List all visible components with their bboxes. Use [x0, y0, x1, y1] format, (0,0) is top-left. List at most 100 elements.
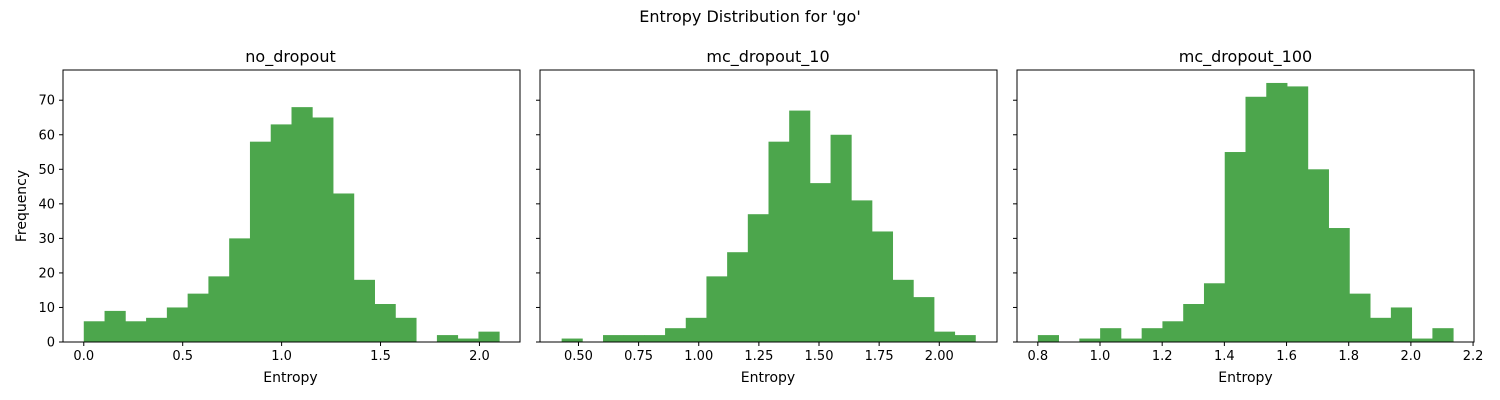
histogram-bar: [1037, 335, 1059, 342]
histogram-bar: [353, 279, 375, 342]
x-tick-label: 1.75: [865, 349, 894, 364]
y-tick-label: 70: [38, 94, 55, 109]
x-tick-label: 0.0: [73, 349, 94, 364]
histogram-bar: [1390, 307, 1413, 342]
histogram-bar: [665, 328, 687, 342]
y-tick-label: 0: [47, 336, 55, 351]
histogram-bar: [892, 279, 914, 342]
x-tick-label: 2.00: [925, 349, 954, 364]
x-tick-label: 1.4: [1214, 349, 1235, 364]
histogram-bar: [1120, 338, 1143, 342]
axes-frame: [539, 69, 998, 343]
histogram-bar: [954, 335, 976, 342]
x-tick-label: 1.5: [370, 349, 391, 364]
histogram-bar: [830, 134, 852, 342]
histogram-bar: [851, 200, 873, 342]
histogram-bar: [623, 335, 645, 342]
histogram-bar: [1349, 293, 1371, 342]
histogram-bar: [1307, 169, 1329, 342]
histogram-bar: [1432, 328, 1454, 342]
histogram-bar: [1245, 96, 1267, 343]
panel-mc-dropout-10: mc_dropout_10 Entropy: [706, 47, 829, 386]
x-tick-label: 2.0: [1401, 349, 1422, 364]
x-tick-label: 2.0: [469, 349, 490, 364]
histogram-bar: [1266, 82, 1288, 342]
histogram-bar: [603, 335, 625, 342]
x-tick-label: 1.25: [744, 349, 773, 364]
x-tick-label: 0.75: [624, 349, 653, 364]
histogram-bar: [1370, 317, 1392, 342]
histogram-bar: [789, 110, 811, 342]
histogram-bar: [312, 117, 334, 343]
x-axis-label-no-dropout: Entropy: [263, 370, 317, 386]
y-tick-label: 10: [38, 301, 55, 316]
histogram-bar: [187, 293, 209, 342]
figure-suptitle: Entropy Distribution for 'go': [639, 7, 861, 26]
y-tick-label: 60: [38, 128, 55, 143]
x-tick-label: 0.5: [172, 349, 193, 364]
x-tick-label: 1.0: [271, 349, 292, 364]
histogram-bar: [333, 193, 355, 342]
histogram-bar: [933, 331, 956, 342]
plot-area-mc-dropout-10: 0.50 0.75 1.00 1.25 1.50 1.75 2.00: [536, 69, 998, 364]
x-tick-label: 1.2: [1152, 349, 1173, 364]
histogram-bar: [1183, 304, 1205, 342]
panel-title-mc-dropout-100: mc_dropout_100: [1179, 47, 1312, 67]
histogram-bar: [1100, 328, 1122, 342]
x-tick-label: 1.0: [1090, 349, 1111, 364]
y-tick-label: 20: [38, 266, 55, 281]
panel-mc-dropout-100: mc_dropout_100 Entropy: [1179, 47, 1312, 386]
histogram-bar: [249, 141, 272, 342]
axes-frame: [62, 69, 521, 343]
histogram-bar: [809, 183, 831, 342]
x-tick-label: 0.50: [564, 349, 593, 364]
x-tick-label: 1.00: [684, 349, 713, 364]
y-axis-label: Frequency: [14, 170, 30, 242]
panel-title-no-dropout: no_dropout: [245, 47, 335, 67]
histogram-bar: [913, 297, 935, 342]
histogram-bar: [478, 331, 500, 342]
plot-area-mc-dropout-100: 0.8 1.0 1.2 1.4 1.6 1.8 2.0 2.2: [1013, 69, 1484, 364]
y-tick-label: 40: [38, 197, 55, 212]
histogram-bar: [1411, 338, 1433, 342]
histogram-bar: [1224, 152, 1246, 342]
histogram-bar: [747, 214, 769, 342]
histogram-bar: [125, 321, 147, 342]
histogram-bar: [1079, 338, 1101, 342]
histogram-bar: [436, 335, 459, 342]
histogram-bar: [291, 107, 313, 342]
histogram-bar: [457, 338, 479, 342]
histogram-bar: [270, 124, 292, 343]
histogram-bar: [374, 304, 396, 342]
histogram-bar: [146, 317, 168, 342]
histogram-bar: [83, 321, 105, 342]
histogram-bar: [871, 231, 894, 342]
histogram-bar: [727, 252, 749, 342]
x-tick-label: 1.6: [1276, 349, 1297, 364]
histogram-bar: [208, 276, 230, 342]
histogram-bar: [561, 338, 583, 342]
x-axis-label-mc-dropout-10: Entropy: [741, 370, 795, 386]
histogram-bar: [104, 310, 126, 342]
y-tick-label: 30: [38, 232, 55, 247]
histogram-bar: [1141, 328, 1163, 342]
panel-no-dropout: no_dropout Entropy Frequency: [14, 47, 336, 386]
histogram-bar: [1203, 283, 1226, 342]
axes-frame: [1016, 69, 1475, 343]
histogram-bar: [706, 276, 728, 342]
x-axis-label-mc-dropout-100: Entropy: [1218, 370, 1272, 386]
histogram-bar: [685, 317, 707, 342]
histogram-bar: [1287, 86, 1309, 342]
histogram-bar: [229, 238, 251, 342]
plot-area-no-dropout: 0.0 0.5 1.0 1.5 2.0 0 10 20 30 40 50 60 70: [38, 69, 521, 364]
histogram-bar: [1328, 228, 1350, 342]
histogram-bar: [768, 141, 790, 342]
histogram-bar: [166, 307, 189, 342]
histogram-bar: [1162, 321, 1184, 342]
x-tick-label: 1.8: [1338, 349, 1359, 364]
x-tick-label: 2.2: [1463, 349, 1484, 364]
panel-title-mc-dropout-10: mc_dropout_10: [706, 47, 829, 67]
x-tick-label: 0.8: [1027, 349, 1048, 364]
x-tick-label: 1.50: [805, 349, 834, 364]
